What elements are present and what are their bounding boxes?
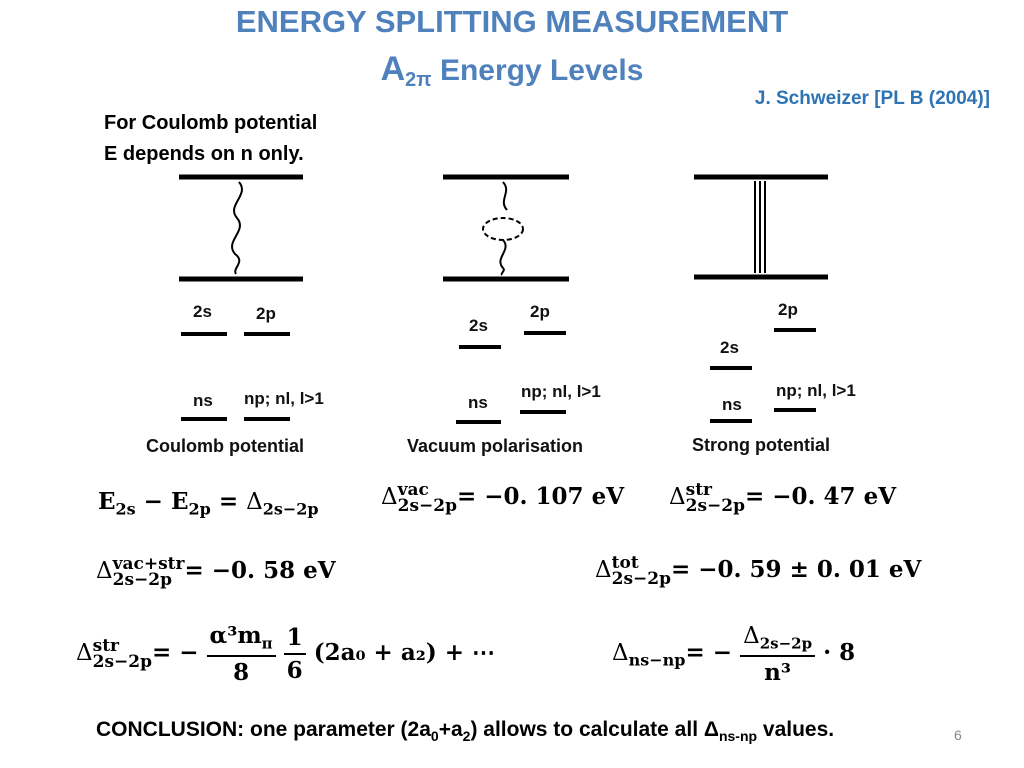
strong-2s-label: 2s [720,338,739,357]
intro-text: For Coulomb potential E depends on n onl… [104,108,317,170]
strong-diagram [694,174,828,423]
equation-energy-difference: E2s − E2p = Δ2s−2p [98,488,319,519]
intro-line-1: For Coulomb potential [104,112,318,134]
equation-delta-ns-np: Δns−np= − Δ2s−2p n³ · 8 [612,623,856,686]
strong-2p-label: 2p [778,300,798,319]
strong-ns-label: ns [722,395,742,414]
coulomb-diagram [179,174,303,421]
subtitle-text: Energy Levels [431,54,644,87]
reference-citation: J. Schweizer [PL B (2004)] [754,88,990,109]
vacuum-np-label: np; nl, l>1 [521,382,601,401]
coulomb-caption: Coulomb potential [146,436,304,456]
coulomb-photon-line [231,181,243,275]
vacuum-photon-upper [502,181,508,211]
coulomb-np-label: np; nl, l>1 [244,389,324,408]
vacuum-2s-label: 2s [469,316,488,335]
subtitle-symbol: A [380,50,406,88]
vacuum-caption: Vacuum polarisation [407,436,584,456]
page-number: 6 [954,727,962,743]
vacuum-loop [482,217,524,241]
strong-caption: Strong potential [692,435,830,455]
slide-subtitle: A2π Energy Levels [0,50,1024,92]
subtitle-subscript: 2π [405,69,432,91]
strong-np-label: np; nl, l>1 [776,381,856,400]
slide-title: ENERGY SPLITTING MEASUREMENT [235,4,789,39]
coulomb-2s-label: 2s [193,302,212,321]
coulomb-ns-label: ns [193,391,213,410]
intro-line-2: E depends on n only. [104,143,304,165]
vacuum-photon-lower [499,239,507,276]
vacuum-2p-label: 2p [530,302,550,321]
vacuum-ns-label: ns [468,393,488,412]
coulomb-2p-label: 2p [256,304,276,323]
conclusion-text: CONCLUSION: one parameter (2a0+a2) allow… [96,718,835,745]
vacuum-diagram [443,174,569,424]
